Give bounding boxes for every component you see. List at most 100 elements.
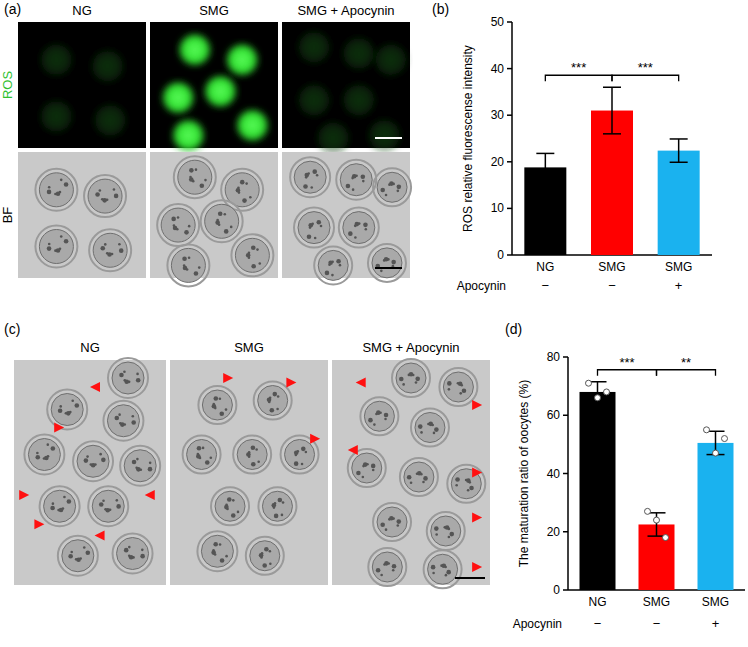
- granule: [352, 188, 355, 191]
- zona: [174, 156, 216, 198]
- error-bar-cap: [603, 133, 621, 135]
- ros-signal: [177, 32, 213, 68]
- granule: [448, 536, 451, 539]
- error-bar-cap: [589, 401, 607, 403]
- granule: [220, 558, 225, 563]
- granule: [197, 453, 200, 456]
- treatment-sign: +: [675, 278, 683, 293]
- zona: [290, 157, 330, 197]
- granule: [307, 172, 310, 175]
- granule: [219, 397, 222, 400]
- plot-area: [580, 380, 734, 590]
- granule: [216, 219, 219, 222]
- data-point: [604, 389, 610, 395]
- cytoplasm: [294, 161, 326, 193]
- granule: [316, 220, 321, 225]
- significance-bracket: [598, 370, 657, 376]
- granule: [245, 182, 248, 185]
- fluorescence-image: [282, 22, 410, 156]
- error-bar-stem: [611, 87, 613, 134]
- column-title: SMG: [199, 3, 229, 18]
- granule: [114, 416, 119, 421]
- image-background: [18, 22, 146, 148]
- ros-signal: [90, 48, 126, 84]
- zona: [221, 169, 263, 211]
- arrowhead: [310, 434, 320, 444]
- granule: [348, 231, 353, 236]
- zona: [368, 244, 406, 282]
- zona: [373, 503, 411, 541]
- image-background: [18, 152, 146, 278]
- granule: [392, 564, 397, 569]
- granule: [248, 451, 251, 454]
- granule: [75, 403, 80, 408]
- granule: [412, 374, 415, 377]
- granule: [418, 424, 423, 429]
- granule: [431, 565, 436, 570]
- granule: [177, 216, 180, 219]
- zona: [447, 465, 485, 503]
- y-tick-label: 0: [497, 248, 504, 262]
- granule: [48, 243, 51, 246]
- y-tick-label: 0: [553, 583, 560, 597]
- granule: [149, 462, 152, 465]
- granule: [63, 496, 66, 499]
- granule: [366, 463, 369, 466]
- bright-field-image: [332, 359, 490, 588]
- zona: [58, 536, 98, 576]
- y-tick: [563, 589, 568, 591]
- ros-signal: [296, 29, 332, 65]
- granule: [195, 168, 198, 171]
- granule: [397, 190, 400, 193]
- error-bar-cap: [536, 153, 554, 155]
- granule: [305, 451, 308, 454]
- granule: [272, 503, 277, 508]
- granule: [225, 408, 228, 411]
- ros-signal: [315, 120, 351, 156]
- granule: [387, 562, 390, 565]
- granule: [213, 542, 218, 547]
- arrowhead: [19, 490, 29, 500]
- granule: [251, 445, 256, 450]
- granule: [188, 225, 191, 228]
- granule: [362, 180, 365, 183]
- granule: [277, 395, 280, 398]
- granule: [118, 413, 121, 416]
- granule: [356, 471, 361, 476]
- granule: [189, 176, 192, 179]
- granule: [101, 458, 106, 463]
- error-bar-cap: [603, 86, 621, 88]
- zona: [35, 169, 77, 211]
- significance-bracket: [612, 75, 679, 81]
- zona: [314, 246, 352, 284]
- bar: [658, 151, 700, 255]
- image-background: [150, 22, 278, 148]
- row-title: BF: [0, 207, 15, 224]
- image-background: [14, 360, 166, 585]
- granule: [214, 396, 219, 401]
- cytoplasm: [28, 439, 60, 471]
- granule: [435, 533, 438, 536]
- granule: [444, 566, 447, 569]
- zona: [120, 446, 160, 486]
- granule: [99, 453, 102, 456]
- granule: [392, 569, 395, 572]
- column-title: SMG: [234, 340, 264, 355]
- panel-label: (b): [432, 1, 449, 17]
- granule: [116, 504, 121, 509]
- granule: [445, 574, 448, 577]
- ros-signal: [341, 36, 377, 72]
- cytoplasm: [235, 238, 269, 272]
- granule: [119, 373, 124, 378]
- granule: [210, 456, 213, 459]
- granule: [255, 448, 258, 451]
- scale-bar: [455, 577, 485, 579]
- error-bar-cap: [670, 138, 688, 140]
- granule: [363, 223, 368, 228]
- zona: [84, 175, 126, 217]
- granule: [227, 497, 232, 502]
- cytoplasm: [343, 212, 375, 244]
- granule: [104, 508, 107, 511]
- data-point: [645, 508, 651, 514]
- arrowhead: [95, 531, 105, 541]
